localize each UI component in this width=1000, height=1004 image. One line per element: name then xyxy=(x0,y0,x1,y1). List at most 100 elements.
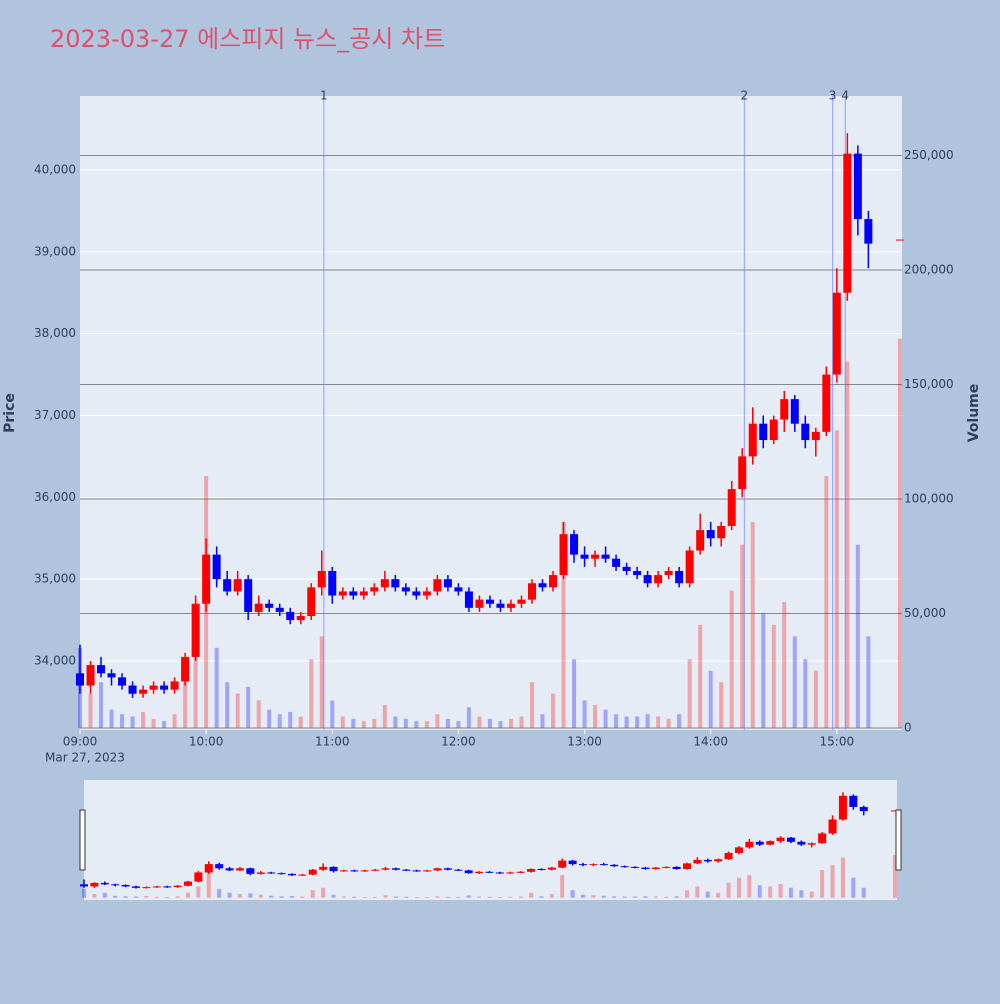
candle-layer xyxy=(76,133,904,698)
mini-volume-bar xyxy=(227,892,232,898)
mini-volume-bar xyxy=(185,892,190,898)
candle-body xyxy=(622,566,631,571)
volume-bar xyxy=(866,636,871,728)
mini-volume-bar xyxy=(82,888,86,898)
candle-body xyxy=(527,583,536,600)
volume-bar xyxy=(666,718,671,728)
y-axis-title: Price xyxy=(2,393,18,433)
mini-candle-body xyxy=(589,864,598,866)
mini-candle-body xyxy=(90,882,99,887)
mini-volume-bar xyxy=(217,888,222,898)
mini-volume-bar xyxy=(549,894,554,898)
volume-bar xyxy=(656,716,661,728)
mini-candle-body xyxy=(547,867,556,870)
mini-volume-bar xyxy=(539,896,544,898)
candle-body xyxy=(506,603,515,608)
mini-candle-body xyxy=(610,864,619,867)
mini-candle-body xyxy=(350,870,359,872)
mini-candle-body xyxy=(360,870,369,872)
mini-candle-body xyxy=(745,841,754,848)
mini-candle-body xyxy=(183,881,192,886)
mini-volume-bar xyxy=(840,857,845,898)
news-label: 2 xyxy=(741,89,749,103)
mini-volume-bar xyxy=(518,896,523,898)
candle-body xyxy=(633,570,642,576)
mini-volume-bar xyxy=(310,890,315,898)
mini-volume-bar xyxy=(487,896,492,898)
volume-bar xyxy=(372,718,377,728)
mini-volume-bar xyxy=(757,885,762,898)
mini-volume-bar xyxy=(279,896,284,898)
mini-volume-bar xyxy=(466,895,471,898)
x-sublabel: Mar 27, 2023 xyxy=(45,751,125,765)
candle-body xyxy=(496,603,505,608)
slider-handle[interactable] xyxy=(895,809,902,871)
volume-bar xyxy=(897,338,902,728)
candle-body xyxy=(328,570,337,596)
mini-volume-bar xyxy=(622,896,627,898)
volume-bar xyxy=(466,707,471,728)
candle-body xyxy=(202,554,211,604)
candle-body xyxy=(612,558,621,567)
mini-candle-body xyxy=(766,841,775,845)
volume-bar xyxy=(256,700,261,728)
mini-candle-body xyxy=(890,810,899,812)
mini-candle-body xyxy=(287,873,296,876)
mini-candle-body xyxy=(703,859,712,862)
slider-handle[interactable] xyxy=(79,809,86,871)
volume-layer xyxy=(78,338,902,728)
candle-body xyxy=(780,399,789,420)
mini-candle-body xyxy=(100,882,109,885)
mini-candle-body xyxy=(651,867,660,870)
mini-candle-body xyxy=(443,868,452,870)
mini-candle-body xyxy=(391,868,400,870)
candle-body xyxy=(853,153,862,220)
x-tick-label: 09:00 xyxy=(63,735,98,749)
candle-body xyxy=(233,579,242,592)
volume-bar xyxy=(414,721,419,728)
mini-volume-bar xyxy=(830,865,835,898)
mini-volume-bar xyxy=(653,896,658,898)
mini-candle-body xyxy=(849,795,858,807)
candle-body xyxy=(244,579,253,612)
volume-bar xyxy=(330,700,335,728)
mini-volume-bar xyxy=(331,894,336,898)
mini-candle-body xyxy=(776,837,785,842)
candle-body xyxy=(549,575,558,588)
volume-bar xyxy=(603,709,608,728)
range-slider[interactable] xyxy=(84,780,897,900)
mini-volume-bar xyxy=(445,896,450,898)
candle-body xyxy=(601,554,610,559)
volume-bar xyxy=(235,693,240,728)
mini-volume-bar xyxy=(373,896,378,898)
volume-bar xyxy=(750,521,755,728)
candle-body xyxy=(517,599,526,604)
volume-bar xyxy=(645,714,650,728)
mini-volume-bar xyxy=(788,887,793,898)
candle-body xyxy=(212,554,221,580)
volume-bar xyxy=(708,670,713,728)
volume-bar xyxy=(508,718,513,728)
x-tick-label: 13:00 xyxy=(567,735,602,749)
volume-bar xyxy=(456,721,461,728)
volume-bar xyxy=(340,716,345,728)
y-tick-label: 34,000 xyxy=(34,654,76,668)
candle-body xyxy=(895,239,904,241)
candle-body xyxy=(475,599,484,608)
mini-volume-bar xyxy=(258,894,263,898)
mini-volume-bar xyxy=(237,894,242,898)
mini-volume-bar xyxy=(456,897,461,898)
mini-candle-body xyxy=(838,795,847,820)
mini-candle-body xyxy=(641,867,650,870)
volume-bar xyxy=(403,718,408,728)
volume-bar xyxy=(162,721,167,728)
mini-volume-bar xyxy=(591,895,596,898)
candle-body xyxy=(843,153,852,293)
volume-bar xyxy=(761,613,766,728)
mini-volume-bar xyxy=(820,870,825,898)
mini-candle-body xyxy=(506,872,515,874)
candle-body xyxy=(591,554,600,559)
volume-bar xyxy=(540,714,545,728)
mini-volume-bar xyxy=(123,896,128,898)
